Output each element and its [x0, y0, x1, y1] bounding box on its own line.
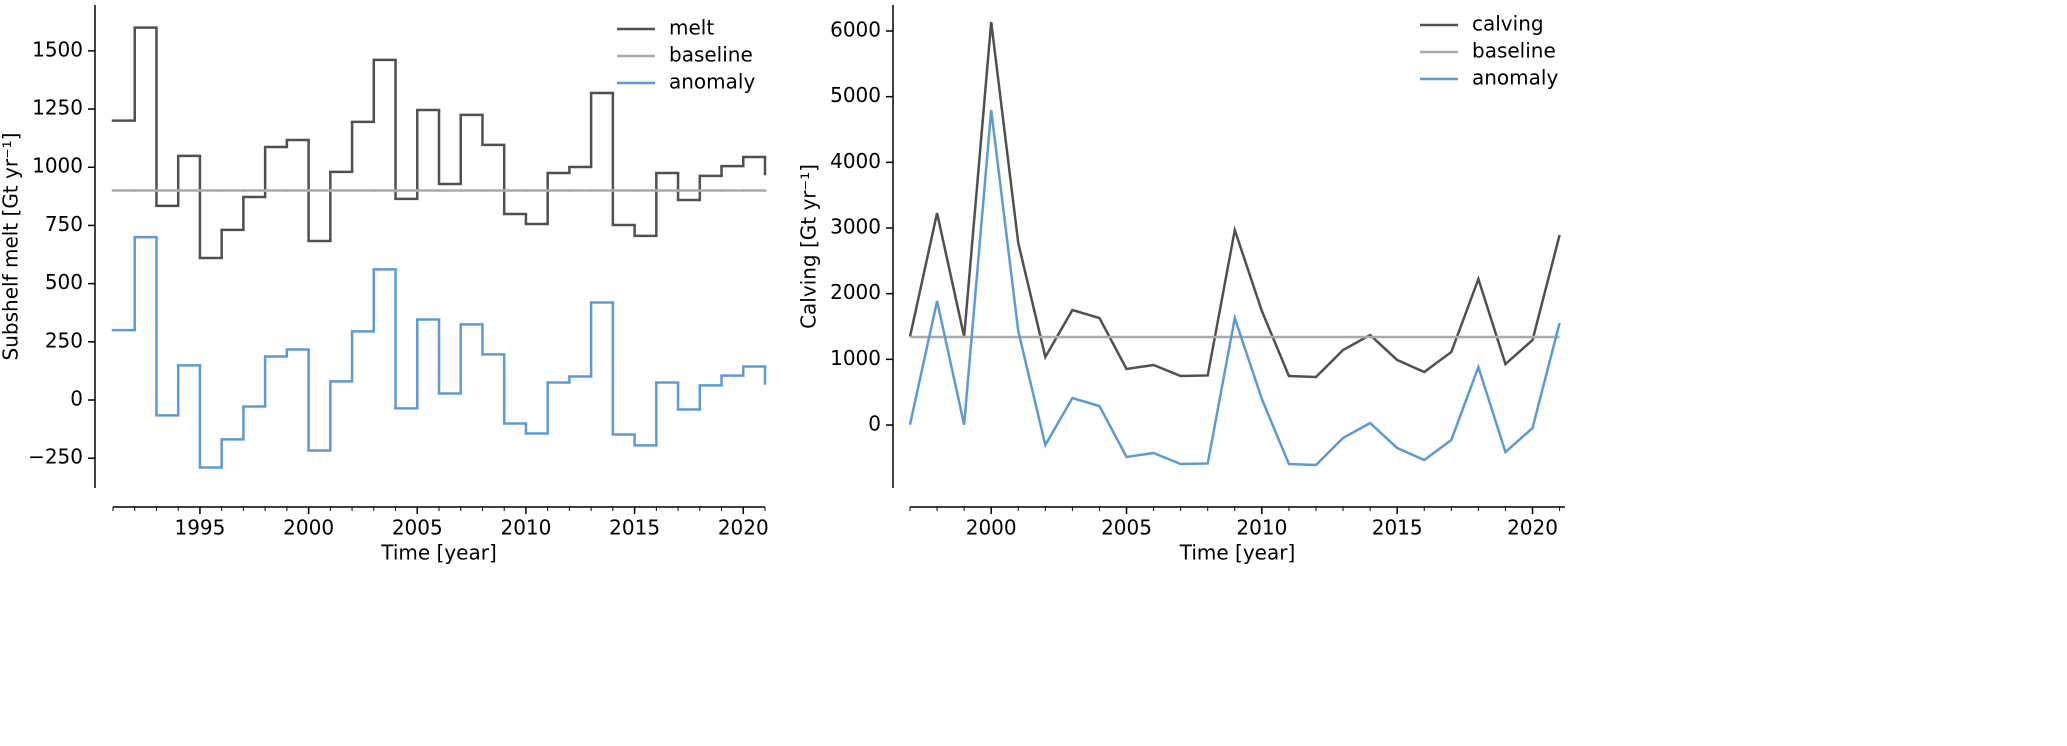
legend-label: baseline	[1472, 39, 1556, 63]
legend-label: anomaly	[1472, 66, 1558, 90]
y-tick-label: 2000	[830, 280, 881, 304]
y-tick-label: 0	[70, 387, 83, 411]
step-riser	[133, 237, 767, 468]
y-tick-label: 1250	[32, 96, 83, 120]
y-tick-label: 0	[868, 412, 881, 436]
y-tick-label: 5000	[830, 83, 881, 107]
x-tick-label: 2015	[1372, 516, 1423, 540]
y-tick-label: 1000	[830, 346, 881, 370]
step-riser	[133, 27, 767, 259]
x-tick-label: 2010	[500, 516, 551, 540]
y-tick-label: 1500	[32, 37, 83, 61]
legend-label: calving	[1472, 12, 1544, 36]
x-tick-label: 2005	[1101, 516, 1152, 540]
x-tick-label: 2010	[1236, 516, 1287, 540]
x-tick-label: 2005	[392, 516, 443, 540]
x-axis-label: Time [year]	[380, 541, 497, 565]
y-tick-label: 6000	[830, 18, 881, 42]
series-line	[908, 21, 1561, 379]
legend-label: anomaly	[669, 70, 755, 94]
y-tick-label: 4000	[830, 149, 881, 173]
x-tick-label: 2020	[1507, 516, 1558, 540]
x-tick-label: 2000	[283, 516, 334, 540]
x-tick-label: 2015	[609, 516, 660, 540]
y-axis-label: Subshelf melt [Gt yr⁻¹]	[0, 133, 23, 361]
y-tick-label: 250	[45, 328, 83, 352]
y-tick-label: 1000	[32, 154, 83, 178]
series-line	[908, 109, 1561, 467]
y-tick-label: 750	[45, 212, 83, 236]
legend-label: baseline	[669, 43, 753, 67]
legend-label: melt	[669, 16, 714, 40]
y-tick-label: 3000	[830, 215, 881, 239]
y-tick-label: −250	[28, 445, 83, 469]
y-axis-label: Calving [Gt yr⁻¹]	[797, 164, 821, 329]
x-tick-label: 1995	[174, 516, 225, 540]
x-axis-label: Time [year]	[1179, 541, 1296, 565]
x-tick-label: 2020	[718, 516, 769, 540]
x-tick-label: 2000	[966, 516, 1017, 540]
y-tick-label: 500	[45, 270, 83, 294]
